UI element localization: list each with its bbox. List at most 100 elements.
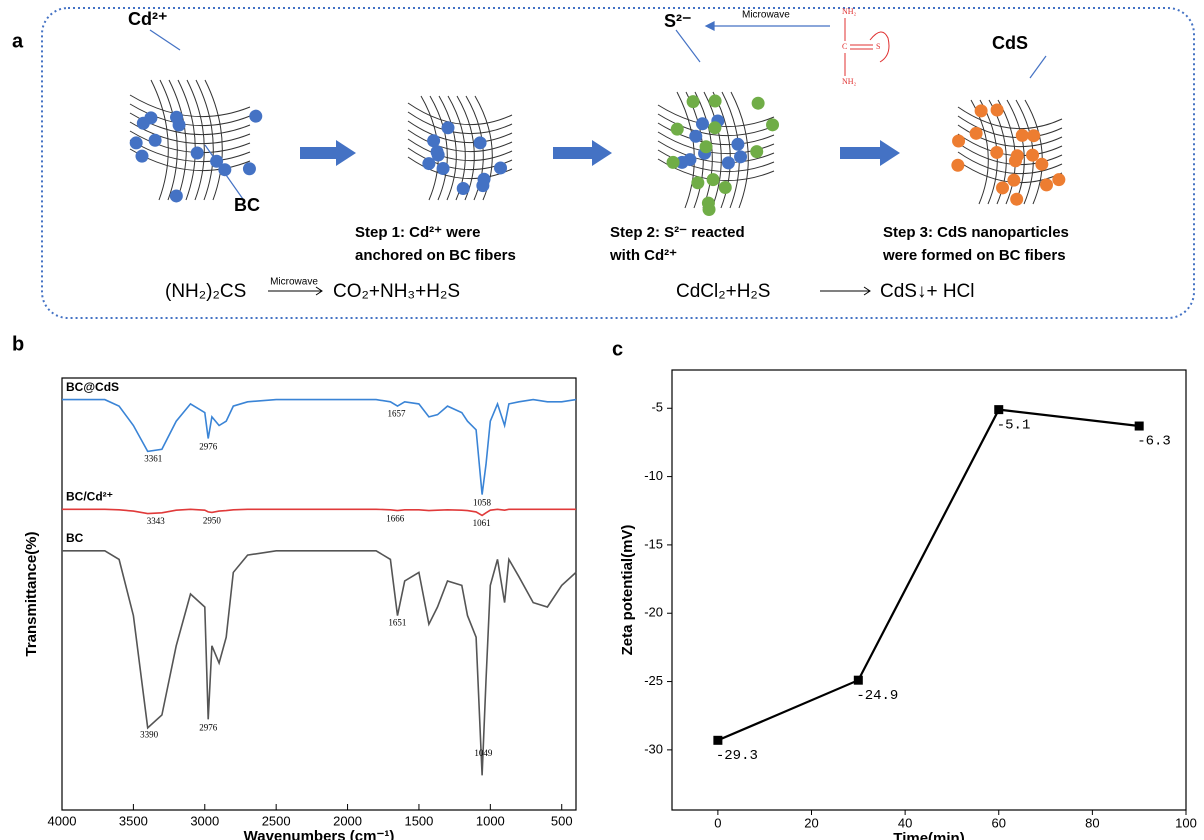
particle [1015,128,1029,142]
fiber [204,79,223,201]
particle [1007,173,1021,187]
s-label: S²⁻ [664,11,692,31]
fiber [957,133,1063,157]
particle [136,116,150,130]
series-label: BC/Cd²⁺ [66,489,113,503]
particle [990,145,1004,159]
fiber [429,95,448,201]
particle [473,136,487,150]
data-point [994,405,1004,415]
particle [990,103,1004,117]
atom: NH₂ [842,77,857,86]
atom: NH₂ [842,7,857,16]
bonds [844,18,890,76]
data-label: -29.3 [716,748,758,764]
particle [951,158,965,172]
fiber [676,91,695,209]
particle [689,129,703,143]
fiber [177,79,196,201]
equation: CdS↓+ HCl [880,281,975,302]
pointer [204,144,246,203]
fiber [407,111,513,135]
particle [670,122,684,136]
particle [436,162,450,176]
peak-label: 3390 [140,730,159,740]
particle [751,96,765,110]
peak-label: 1061 [473,518,491,528]
particle [706,173,720,187]
step-arrow [553,140,612,166]
peak-label: 2976 [199,442,218,452]
particle [494,161,508,175]
step-text: were formed on BC fibers [882,247,1066,264]
peak-label: 1049 [474,748,493,758]
fiber [168,79,187,201]
particle [721,156,735,170]
cd-label: Cd²⁺ [128,9,168,29]
particle [1010,192,1024,206]
particle [708,94,722,108]
particle [691,176,705,190]
x-tick-label: 20 [804,815,818,830]
fiber [657,113,775,137]
data-point [1134,421,1144,431]
particle [1052,173,1066,187]
peak-label: 1651 [388,618,406,628]
x-tick-label: 3000 [190,813,219,828]
peak-label: 3343 [147,516,166,526]
y-axis-title: Transmittance(%) [23,531,40,656]
fiber [1006,99,1025,205]
series-label: BC@CdS [66,380,119,394]
particle [190,146,204,160]
curved-arrow [869,31,890,63]
fiber [129,130,251,154]
plot-frame [671,369,1187,811]
x-tick-label: 4000 [48,813,77,828]
spectrum-line [62,508,576,517]
particle [699,140,713,154]
particle [135,149,149,163]
fiber [129,94,251,118]
particle [218,163,232,177]
peak-label: 1666 [386,513,405,523]
step-text: Step 1: Cd²⁺ were [355,224,480,241]
peak-label: 1058 [473,498,492,508]
fiber [195,79,214,201]
x-tick-label: 1500 [404,813,433,828]
x-tick-label: 2500 [262,813,291,828]
particle [708,121,722,135]
data-point [853,675,863,685]
equation: CdCl₂+H₂S [676,281,770,302]
data-line [717,408,1140,742]
particle [952,134,966,148]
peak-label: 1657 [388,409,407,419]
data-label: -24.9 [856,688,898,704]
particle [422,157,436,171]
x-tick-label: 3500 [119,813,148,828]
arrow-head [315,286,323,296]
equation-arrow-label: Microwave [270,277,318,288]
particle [456,182,470,196]
particle [686,95,700,109]
particle [734,150,748,164]
fiber [407,138,513,162]
particle [702,203,716,217]
particle [1040,178,1054,192]
y-tick-label: -20 [644,605,663,620]
fiber [129,139,251,163]
x-tick-label: 500 [551,813,573,828]
x-tick-label: 0 [714,815,721,830]
particle [695,117,709,131]
pointer [1029,55,1047,79]
cds-label: CdS [992,33,1028,53]
pointer [675,29,701,63]
pointers [149,21,1047,203]
y-tick-label: -30 [644,741,663,756]
step-arrow [300,140,356,166]
peak-label: 3361 [144,454,162,464]
y-tick-label: -10 [644,468,663,483]
particle [441,121,455,135]
x-axis-title: Wavenumbers (cm⁻¹) [244,828,395,840]
particle [974,104,988,118]
particle [969,126,983,140]
